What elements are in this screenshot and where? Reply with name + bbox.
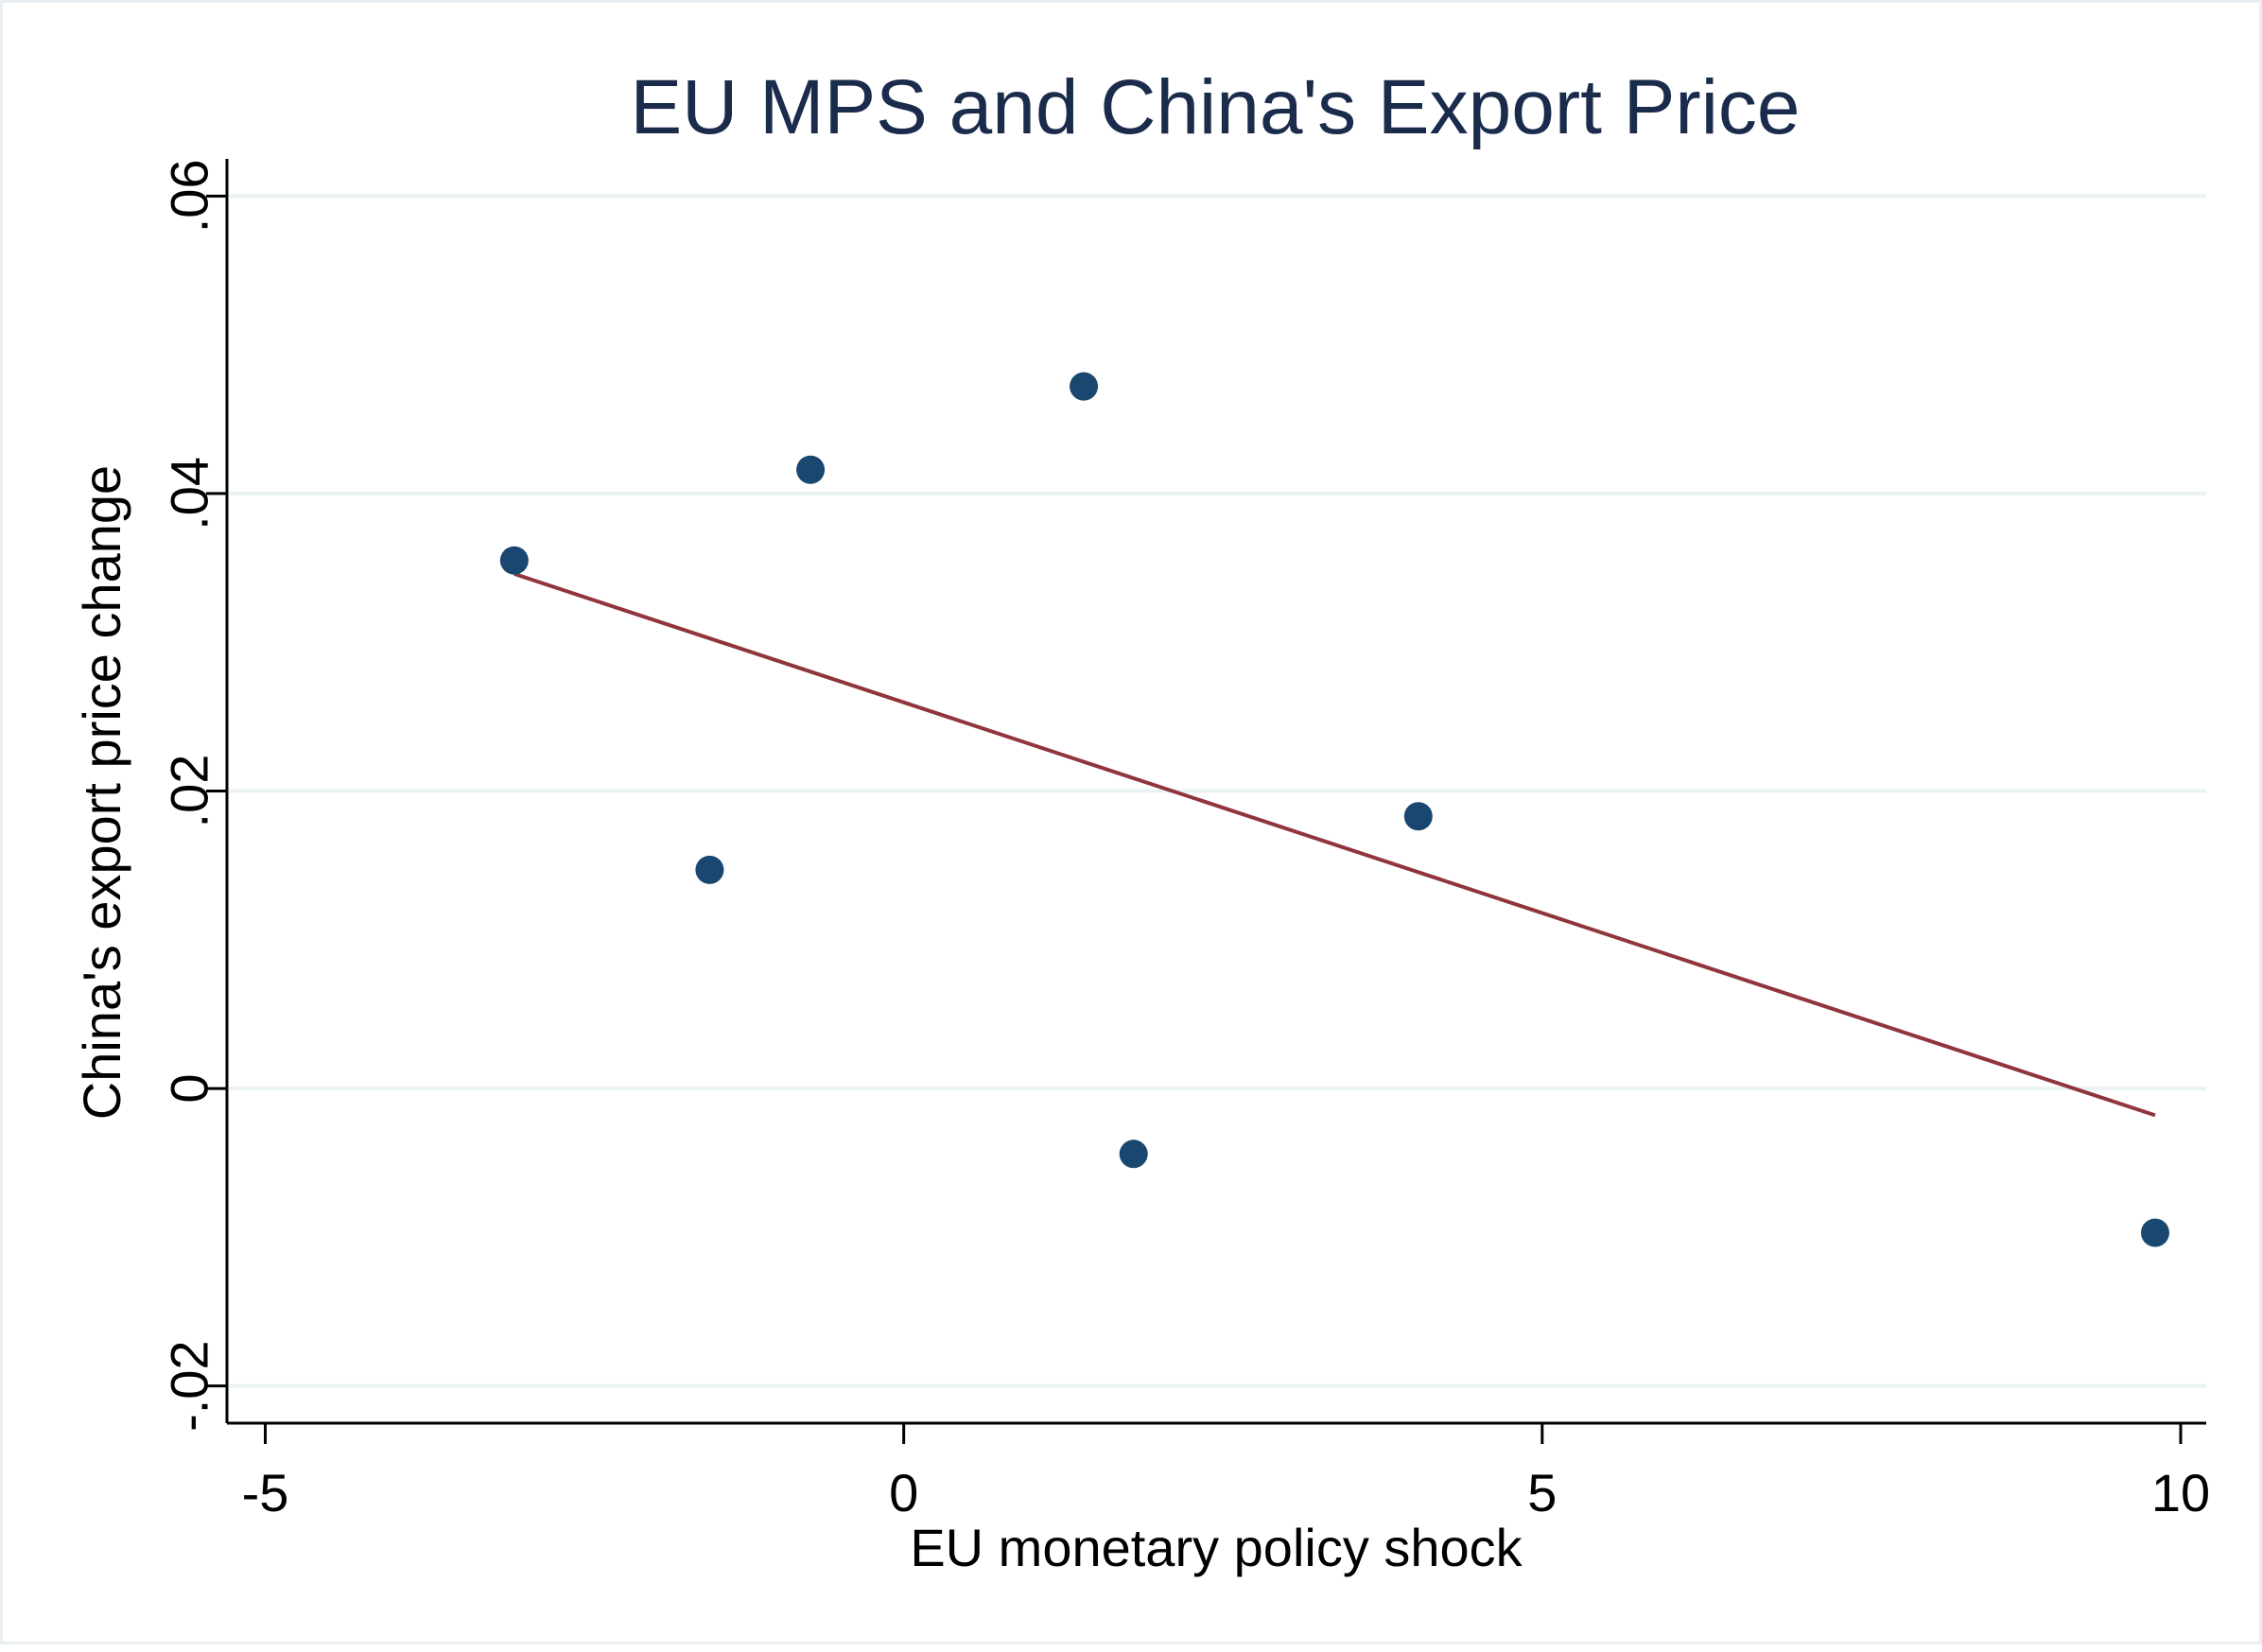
scatter-point	[1070, 372, 1099, 401]
x-tick-label: 10	[2151, 1463, 2210, 1522]
fit-line-layer	[513, 572, 2156, 1118]
y-tick-label: .06	[160, 159, 219, 233]
x-tick-label: -5	[242, 1463, 289, 1522]
scatter-point	[796, 455, 826, 484]
y-tick-label: 0	[160, 1074, 219, 1104]
grid-lines	[229, 194, 2206, 1388]
x-axis-ticks: -5 0 5 10	[242, 1423, 2210, 1522]
y-tick-label: .02	[160, 755, 219, 828]
x-axis-label: EU monetary policy shock	[910, 1518, 1522, 1577]
y-axis-ticks: -.02 0 .02 .04 .06	[160, 159, 227, 1432]
x-tick-label: 0	[889, 1463, 918, 1522]
scatter-point	[1119, 1139, 1148, 1169]
scatter-point	[1403, 802, 1433, 831]
scatter-point	[2140, 1218, 2169, 1247]
scatter-point	[695, 855, 724, 884]
y-axis-label: China's export price change	[72, 465, 131, 1120]
scatter-point	[499, 546, 529, 575]
x-tick-label: 5	[1527, 1463, 1557, 1522]
fitted-line	[513, 572, 2156, 1118]
y-tick-label: -.02	[160, 1340, 219, 1432]
y-tick-label: .04	[160, 457, 219, 530]
chart-title: EU MPS and China's Export Price	[630, 64, 1800, 150]
scatter-points	[499, 372, 2169, 1247]
scatter-chart: EU MPS and China's Export Price -5 0 5 10 -…	[72, 64, 2210, 1577]
